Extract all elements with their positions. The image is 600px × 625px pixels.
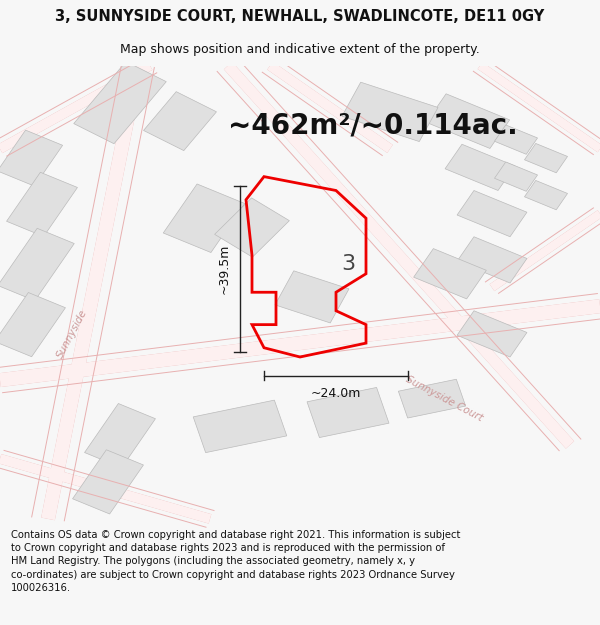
Polygon shape (524, 181, 568, 210)
Polygon shape (457, 237, 527, 283)
Text: Contains OS data © Crown copyright and database right 2021. This information is : Contains OS data © Crown copyright and d… (11, 530, 460, 593)
Polygon shape (494, 162, 538, 191)
Polygon shape (457, 191, 527, 237)
Polygon shape (307, 388, 389, 438)
Text: Map shows position and indicative extent of the property.: Map shows position and indicative extent… (120, 42, 480, 56)
Polygon shape (73, 450, 143, 514)
Polygon shape (0, 228, 74, 301)
Polygon shape (494, 125, 538, 154)
Polygon shape (398, 379, 466, 418)
Polygon shape (143, 92, 217, 151)
Polygon shape (275, 271, 349, 323)
Text: ~462m²/~0.114ac.: ~462m²/~0.114ac. (228, 112, 518, 140)
Text: 3: 3 (341, 254, 355, 274)
Polygon shape (0, 292, 65, 357)
Text: Sunnyside: Sunnyside (55, 308, 89, 360)
Polygon shape (74, 61, 166, 144)
Text: ~39.5m: ~39.5m (218, 244, 231, 294)
Polygon shape (85, 404, 155, 468)
Polygon shape (413, 249, 487, 299)
Text: ~24.0m: ~24.0m (311, 387, 361, 400)
Polygon shape (342, 82, 438, 141)
Polygon shape (427, 94, 509, 149)
Polygon shape (193, 400, 287, 452)
Polygon shape (524, 144, 568, 172)
Polygon shape (7, 173, 77, 236)
Polygon shape (0, 130, 62, 186)
Text: Sunnyside Court: Sunnyside Court (404, 374, 484, 423)
Polygon shape (163, 184, 245, 253)
Polygon shape (457, 311, 527, 357)
Text: 3, SUNNYSIDE COURT, NEWHALL, SWADLINCOTE, DE11 0GY: 3, SUNNYSIDE COURT, NEWHALL, SWADLINCOTE… (55, 9, 545, 24)
Polygon shape (215, 198, 289, 257)
Polygon shape (445, 144, 515, 191)
